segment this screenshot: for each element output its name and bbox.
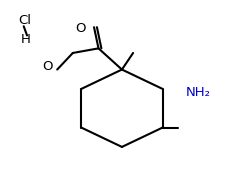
Text: NH₂: NH₂ — [185, 86, 210, 99]
Text: O: O — [42, 60, 52, 73]
Text: O: O — [75, 22, 86, 35]
Text: Cl: Cl — [18, 14, 31, 27]
Text: H: H — [20, 33, 30, 46]
